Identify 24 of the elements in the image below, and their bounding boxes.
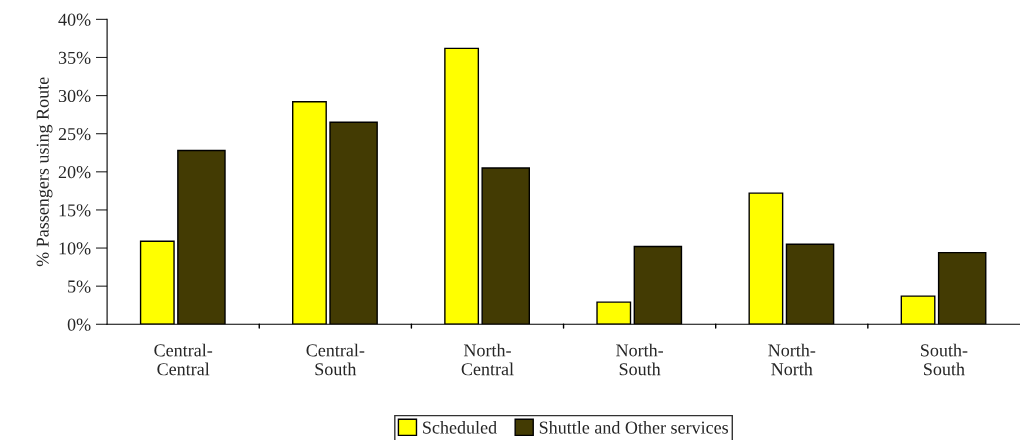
y-tick-label: 35%: [58, 51, 91, 64]
x-tick-label: Central- Central: [154, 343, 213, 376]
bar: [329, 121, 378, 325]
x-tick-label: North- South: [616, 343, 664, 376]
bar: [785, 243, 835, 325]
y-tick-label: 0%: [67, 318, 91, 331]
y-tick-label: 5%: [68, 280, 91, 293]
y-tick-label: 20%: [58, 166, 91, 179]
x-tick-label: North- Central: [461, 343, 514, 376]
y-tick-label: 15%: [59, 204, 91, 217]
bar: [633, 245, 683, 325]
y-tick-label: 10%: [59, 242, 91, 255]
bar: [937, 251, 987, 325]
y-tick-label: 40%: [58, 13, 91, 26]
legend-label: Scheduled: [423, 420, 497, 434]
bar: [177, 149, 226, 325]
x-tick-label: Central- South: [306, 343, 365, 376]
x-tick-label: South- South: [921, 343, 968, 376]
legend-label: Shuttle and Other services: [539, 420, 729, 434]
y-tick-label: 30%: [58, 89, 91, 103]
bar: [481, 167, 531, 325]
x-tick-label: North- North: [768, 343, 816, 376]
y-tick-label: 25%: [58, 127, 91, 141]
y-axis-title: % Passengers using Route: [36, 77, 53, 267]
